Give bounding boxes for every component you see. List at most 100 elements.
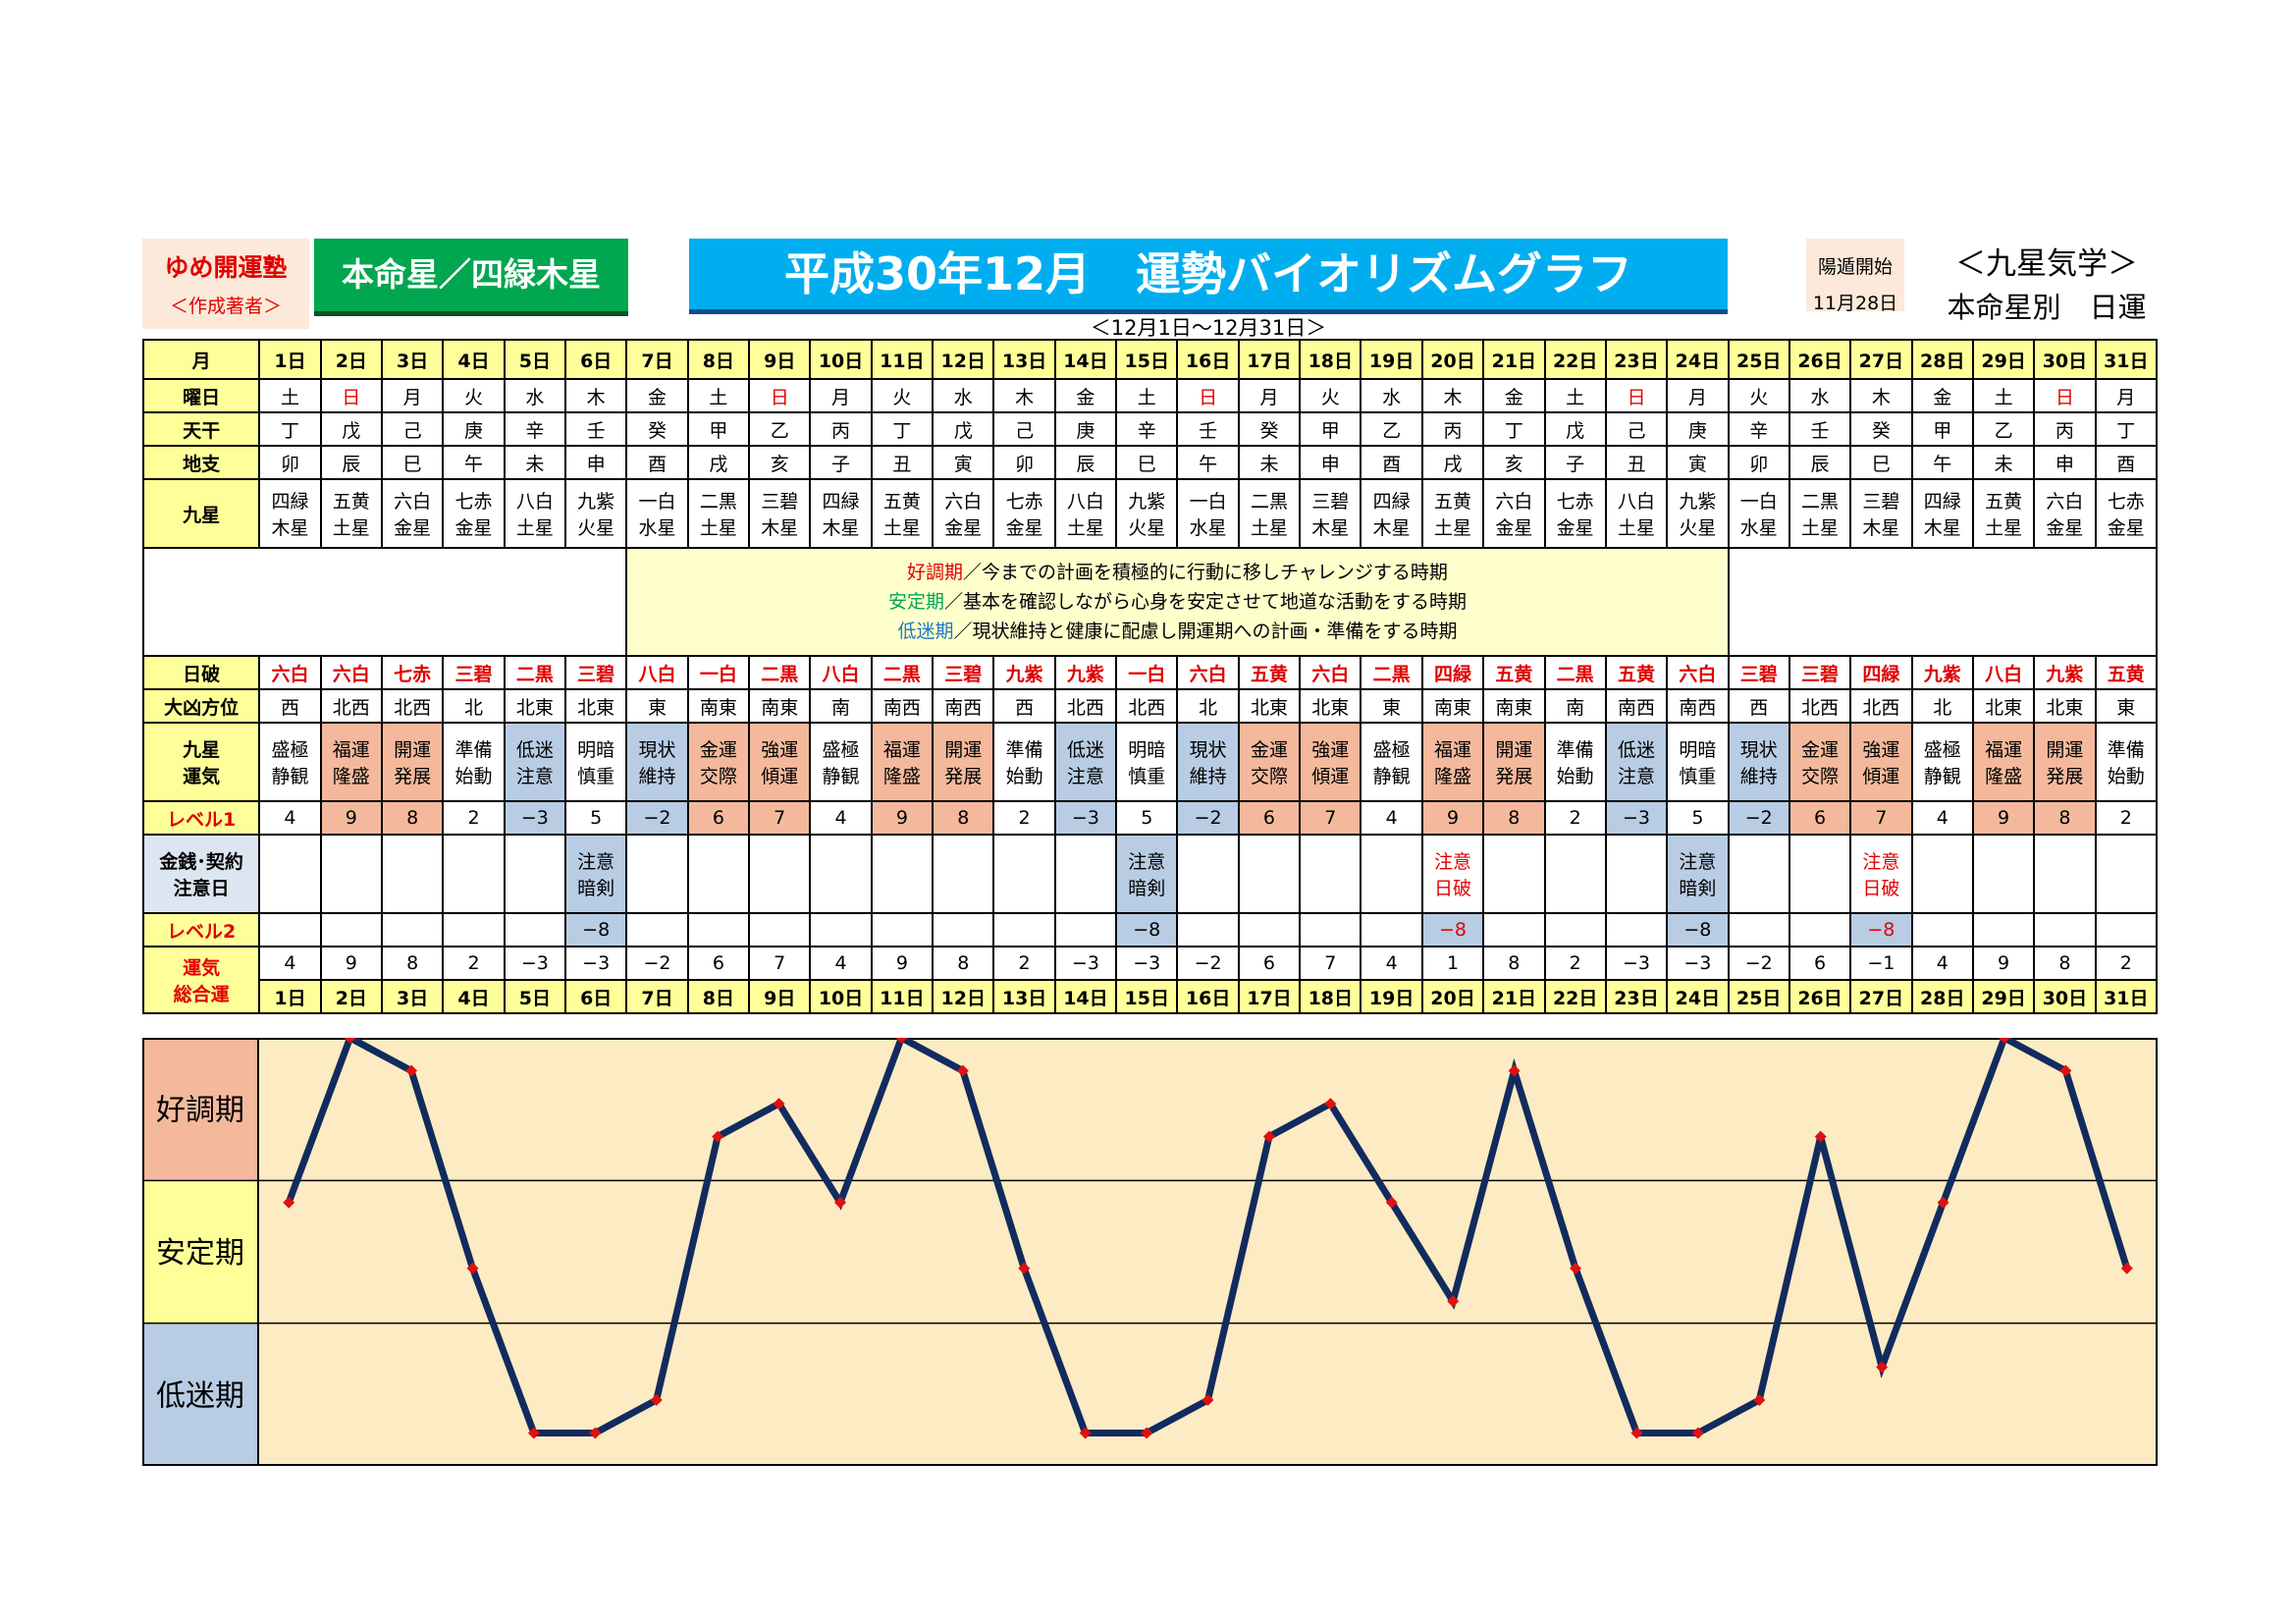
- level2-cell: [319, 912, 383, 947]
- level1-cell: 2: [1543, 800, 1607, 836]
- unki-cell-line: 開運: [944, 739, 983, 761]
- data-point: [1876, 1361, 1889, 1374]
- day-header: 14日: [1053, 339, 1118, 380]
- kyusei-cell: 七赤 金星: [992, 478, 1056, 549]
- level2-cell: [1053, 912, 1118, 947]
- tenkan-cell: 乙: [748, 411, 812, 447]
- level2-row: レベル2 −8 −8 −8 −8 −8: [141, 912, 2159, 947]
- chishi-cell: 未: [503, 445, 567, 480]
- kyusei-cell-line: 水星: [1189, 517, 1227, 539]
- kyusei-cell-line: 金星: [1495, 517, 1533, 539]
- kyusei-cell: 四緑 木星: [1360, 478, 1423, 549]
- legend-key: 安定期: [887, 591, 944, 613]
- daikyou-cell: 北東: [2033, 688, 2097, 724]
- kyusei-cell-line: 九紫: [1128, 491, 1166, 513]
- day-footer: 14日: [1053, 979, 1118, 1014]
- kyusei-cell-line: 土星: [1801, 517, 1840, 539]
- day-footer: 30日: [2033, 979, 2097, 1014]
- kyusei-cell: 三碧 木星: [1849, 478, 1913, 549]
- unki-cell-line: 始動: [454, 766, 493, 787]
- chishi-row: 地支卯辰巳午未申酉戌亥子丑寅卯辰巳午未申酉戌亥子丑寅卯辰巳午未申酉: [141, 445, 2159, 480]
- money-note-line: 注意: [1433, 851, 1471, 873]
- day-header: 23日: [1604, 339, 1669, 380]
- legend-item: 低迷期／現状維持と健康に配慮し開運期への計画・準備をする時期: [628, 617, 1726, 646]
- weekday-cell: 水: [503, 378, 567, 413]
- kyusei-cell-line: 九紫: [1679, 491, 1717, 513]
- level1-cell: 9: [1420, 800, 1485, 836]
- unki-cell-line: 静観: [822, 766, 860, 787]
- day-header: 25日: [1727, 339, 1790, 380]
- unki-cell: 低迷 注意: [1604, 722, 1669, 802]
- band-label: 低迷期: [156, 1379, 244, 1413]
- data-point: [1508, 1064, 1521, 1077]
- kyusei-cell-line: 七赤: [2107, 491, 2145, 513]
- level2-cell: [870, 912, 934, 947]
- data-point: [283, 1196, 295, 1209]
- kyusei-cell: 三碧 木星: [1299, 478, 1362, 549]
- total-cell: 6: [1788, 946, 1852, 981]
- chishi-cell: 寅: [1666, 445, 1730, 480]
- unki-cell-line: 隆盛: [1985, 766, 2023, 787]
- unki-cell-line: 明暗: [577, 739, 615, 761]
- day-footer: 15日: [1115, 979, 1179, 1014]
- kyusei-cell-line: 二黒: [699, 491, 737, 513]
- weekday-cell: 月: [809, 378, 873, 413]
- daikyou-cell: 西: [1727, 688, 1790, 724]
- chishi-cell: 巳: [1849, 445, 1913, 480]
- legend-item: 安定期／基本を確認しながら心身を安定させて地道な活動をする時期: [628, 587, 1726, 617]
- kyusei-cell-line: 金星: [2046, 517, 2084, 539]
- data-point: [1018, 1262, 1031, 1274]
- total-cell: 4: [258, 946, 322, 981]
- nippa-cell: 五黄: [1237, 655, 1302, 690]
- nippa-cell: 三碧: [932, 655, 995, 690]
- kyusei-cell-line: 二黒: [1801, 491, 1840, 513]
- money-note-cell: 注意 日破: [1420, 834, 1485, 914]
- kyusei-cell: 四緑 木星: [258, 478, 322, 549]
- money-note-line: 暗剣: [577, 878, 615, 899]
- data-point: [895, 1038, 908, 1044]
- kyusei-cell-line: 七赤: [1556, 491, 1594, 513]
- kyusei-cell: 九紫 火星: [564, 478, 628, 549]
- nippa-cell: 八白: [809, 655, 873, 690]
- unki-cell-line: 盛極: [1372, 739, 1411, 761]
- unki-cell: 低迷 注意: [503, 722, 567, 802]
- kyusei-cell-line: 木星: [1923, 517, 1961, 539]
- daikyou-cell: 西: [258, 688, 322, 724]
- money-note-cell: [319, 834, 383, 914]
- row-label-line: 注意日: [173, 878, 230, 899]
- unki-cell: 開運 発展: [932, 722, 995, 802]
- level1-cell: 4: [258, 800, 322, 836]
- row-label: 月: [141, 339, 261, 380]
- daikyou-cell: 南: [809, 688, 873, 724]
- day-header: 9日: [748, 339, 812, 380]
- weekday-cell: 火: [442, 378, 506, 413]
- unki-cell: 明暗 慎重: [564, 722, 628, 802]
- daikyou-cell: 南西: [1666, 688, 1730, 724]
- weekday-cell: 金: [1482, 378, 1546, 413]
- total-cell: 6: [686, 946, 751, 981]
- tenkan-cell: 甲: [686, 411, 751, 447]
- data-point: [589, 1427, 602, 1439]
- unki-cell-line: 発展: [944, 766, 983, 787]
- total-cell: −3: [503, 946, 567, 981]
- weekday-cell: 土: [1971, 378, 2036, 413]
- data-point: [466, 1262, 479, 1274]
- unki-cell-line: 強運: [761, 739, 799, 761]
- unki-cell-line: 隆盛: [1433, 766, 1471, 787]
- total-cell: 4: [809, 946, 873, 981]
- level2-cell: −8: [564, 912, 628, 947]
- level2-cell: [625, 912, 689, 947]
- unki-cell: 準備 始動: [442, 722, 506, 802]
- unki-cell: 現状 維持: [1176, 722, 1240, 802]
- kyusei-cell-line: 水星: [1739, 517, 1778, 539]
- day-footer: 31日: [2094, 979, 2159, 1014]
- daikyou-cell: 南東: [686, 688, 751, 724]
- unki-cell-line: 金運: [1801, 739, 1840, 761]
- day-footer: 11日: [870, 979, 934, 1014]
- chishi-cell: 子: [809, 445, 873, 480]
- total-cell: −3: [1666, 946, 1730, 981]
- total-cell: −3: [1053, 946, 1118, 981]
- nippa-cell: 二黒: [1543, 655, 1607, 690]
- data-point: [956, 1064, 969, 1077]
- chishi-cell: 戌: [686, 445, 751, 480]
